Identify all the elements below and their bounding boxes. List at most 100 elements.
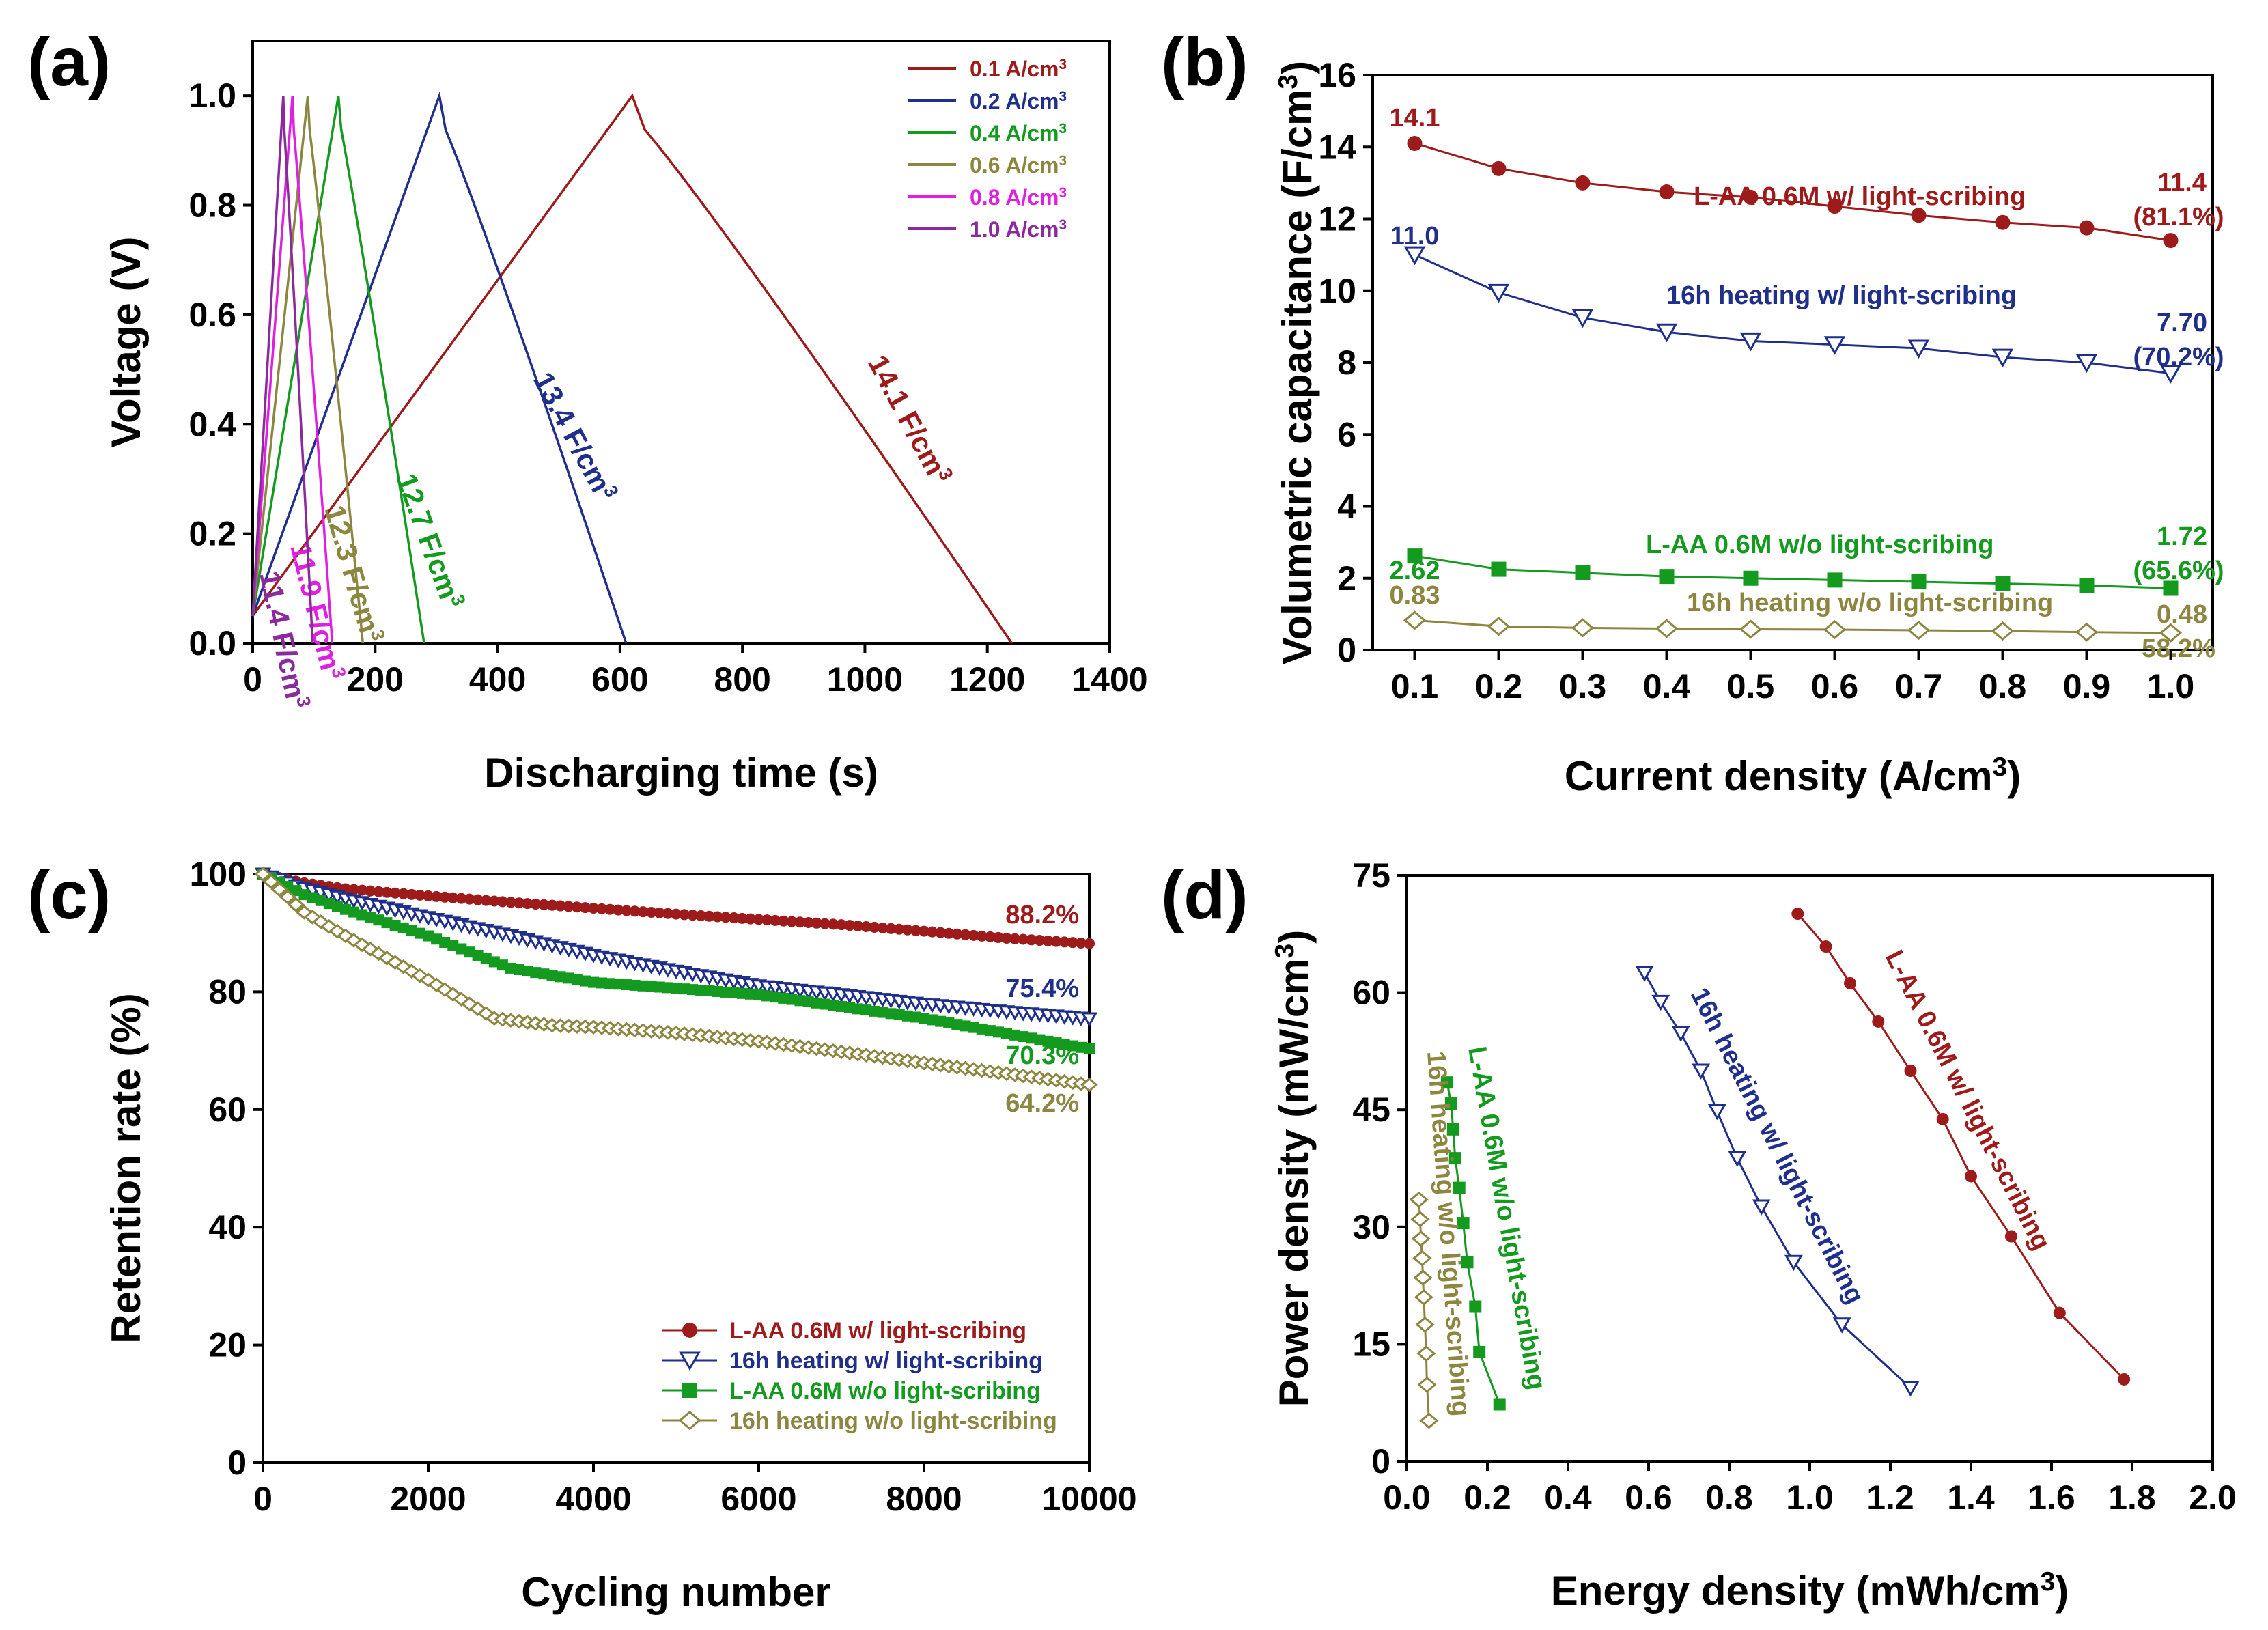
x-tick-label: 0.7 xyxy=(1895,667,1943,705)
data-point xyxy=(323,898,335,910)
data-point xyxy=(1991,621,2015,641)
series-green: 70.3% xyxy=(257,869,1095,1070)
data-point xyxy=(712,911,723,923)
retention-percent-label: (81.1%) xyxy=(2133,203,2224,231)
data-point xyxy=(695,910,707,921)
series-line xyxy=(1414,619,2171,634)
x-tick-label: 0.5 xyxy=(1727,667,1775,705)
data-point xyxy=(869,921,880,933)
series-line xyxy=(1414,253,2171,375)
data-point xyxy=(802,996,814,1008)
data-point xyxy=(1415,1316,1435,1333)
data-point xyxy=(505,962,516,974)
data-point xyxy=(687,984,699,996)
end-value-label: 1.72 xyxy=(2157,522,2207,551)
data-point xyxy=(984,931,996,942)
data-point xyxy=(662,908,673,919)
data-point xyxy=(389,919,401,931)
series-line xyxy=(1797,913,2125,1380)
data-point xyxy=(844,920,856,931)
y-tick-label: 0.2 xyxy=(188,515,236,553)
data-point xyxy=(910,1011,921,1023)
data-point xyxy=(877,1007,888,1018)
data-point xyxy=(1659,184,1675,200)
data-point xyxy=(927,1014,938,1026)
y-tick-label: 10 xyxy=(1318,272,1356,310)
data-point xyxy=(1457,1217,1470,1230)
charge-discharge-curve xyxy=(251,91,628,644)
data-point xyxy=(753,989,764,1000)
data-point xyxy=(1034,935,1046,946)
data-point xyxy=(778,915,789,927)
data-point xyxy=(1067,937,1078,949)
y-axis-label: Power density (mW/cm3) xyxy=(1270,930,1317,1407)
data-point xyxy=(761,914,773,926)
x-tick-label: 800 xyxy=(714,660,770,699)
data-point xyxy=(381,917,393,929)
data-point xyxy=(901,1010,913,1022)
data-point xyxy=(819,998,830,1010)
data-point xyxy=(645,907,657,918)
data-point xyxy=(984,1025,996,1037)
charge-discharge-curve xyxy=(251,93,1013,644)
data-point xyxy=(621,979,632,991)
data-point xyxy=(1001,932,1012,944)
x-tick-label: 0.2 xyxy=(1475,667,1523,705)
data-point xyxy=(1075,937,1087,949)
data-point xyxy=(480,895,492,906)
data-point xyxy=(315,895,326,906)
y-tick-label: 6 xyxy=(1337,415,1356,453)
data-point xyxy=(1739,332,1762,352)
data-point xyxy=(1844,976,1856,989)
series-blue: 75.4% xyxy=(254,867,1098,1027)
data-point xyxy=(1067,1040,1078,1052)
data-point xyxy=(1461,1256,1474,1269)
data-point xyxy=(869,1005,880,1017)
data-point xyxy=(770,914,781,926)
data-point xyxy=(720,986,731,998)
legend: 0.1 A/cm3 0.2 A/cm3 0.4 A/cm3 0.6 A/cm3 0.8 … xyxy=(908,57,1067,242)
y-tick-label: 60 xyxy=(208,1091,247,1129)
data-point xyxy=(356,909,368,921)
data-point xyxy=(885,923,897,934)
data-point xyxy=(397,922,409,933)
legend: L-AA 0.6M w/ light-scribing 16h heating w… xyxy=(662,1318,1057,1434)
x-tick-label: 1.8 xyxy=(2108,1478,2156,1517)
x-tick-label: 2000 xyxy=(390,1480,466,1518)
data-point xyxy=(1042,1035,1054,1047)
data-point xyxy=(2163,233,2179,249)
legend-entry: L-AA 0.6M w/ light-scribing xyxy=(729,1318,1026,1344)
data-point xyxy=(488,895,500,907)
data-point xyxy=(1575,565,1591,580)
y-tick-label: 45 xyxy=(1352,1091,1390,1129)
data-point xyxy=(365,885,376,897)
data-point xyxy=(298,889,310,901)
data-point xyxy=(472,894,484,905)
data-point xyxy=(1026,1032,1037,1044)
data-point xyxy=(736,912,748,924)
data-point xyxy=(960,929,971,940)
data-point xyxy=(728,912,740,924)
end-value-label: 75.4% xyxy=(1005,974,1079,1003)
y-tick-label: 20 xyxy=(208,1326,247,1364)
data-point xyxy=(744,988,756,1000)
data-point xyxy=(1728,1151,1747,1168)
y-tick-label: 0.8 xyxy=(188,186,236,225)
data-point xyxy=(546,970,558,981)
data-point xyxy=(1409,1191,1429,1208)
data-point xyxy=(786,994,798,1005)
data-point xyxy=(538,968,550,980)
charge-discharge-curve xyxy=(251,95,365,644)
data-point xyxy=(571,901,583,913)
data-point xyxy=(423,890,434,901)
data-point xyxy=(943,927,955,939)
data-point xyxy=(1791,908,1804,921)
series-line xyxy=(1414,142,2171,242)
data-point xyxy=(1493,1398,1506,1411)
panel-b-chart: 0.1 0.2 0.3 0.4 0.5 0.6 0.7 0.8 0.9 1.0 0 2 4 6 8 10 12 1… xyxy=(1161,24,2224,799)
data-point xyxy=(802,917,814,929)
data-point xyxy=(2079,578,2095,593)
y-tick-label: 8 xyxy=(1337,343,1356,382)
data-point xyxy=(431,890,443,902)
